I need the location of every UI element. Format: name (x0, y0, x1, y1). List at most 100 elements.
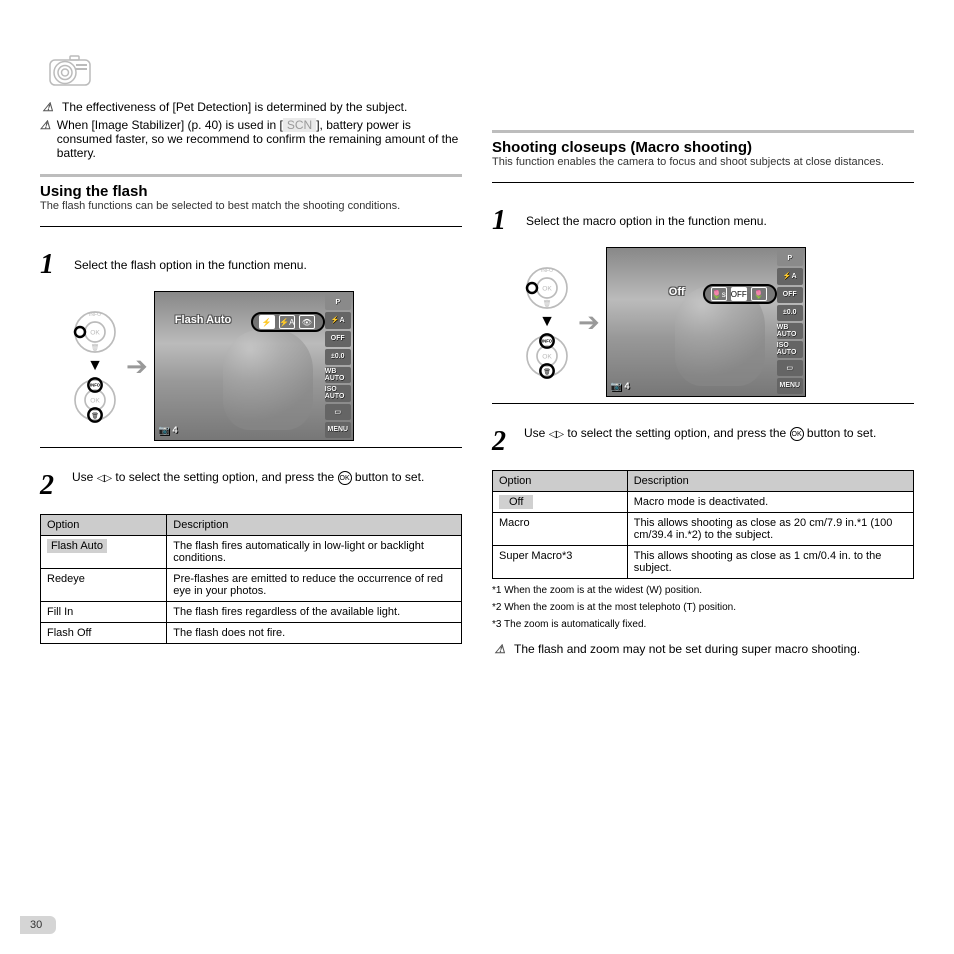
opt-cell: Macro (493, 513, 628, 546)
th-option: Option (41, 515, 167, 536)
right-column: Shooting closeups (Macro shooting) This … (492, 50, 914, 914)
warn-icon: ⚠ (492, 642, 508, 656)
ev-icon: ±0.0 (325, 349, 351, 365)
step-2-row: 2 Use ◁▷ to select the setting option, a… (40, 470, 462, 502)
macro-icon-ind: OFF (325, 331, 351, 347)
section-title-flash: Using the flash (40, 174, 462, 200)
step-1-number: 1 (40, 249, 64, 281)
arrow-down-icon: ▼ (539, 317, 555, 327)
step-1-text: Select the macro option in the function … (526, 214, 914, 228)
macro-options-table: Option Description Off Macro mode is dea… (492, 470, 914, 579)
step-1-number: 1 (492, 205, 516, 237)
desc-cell: The flash fires automatically in low-lig… (167, 536, 462, 569)
table-row: Off Macro mode is deactivated. (493, 492, 914, 513)
svg-text:🗑: 🗑 (91, 412, 98, 420)
illustration-flash: INFO OK 🗑 ▼ OK INFO 🗑 ➔ Flash Auto ⚡ (70, 291, 462, 441)
popup-item-macro: 🌷 (751, 287, 767, 301)
ok-button-icon: OK (790, 427, 804, 441)
arrow-down-icon: ▼ (87, 361, 103, 371)
wb-icon: WB AUTO (325, 367, 351, 383)
table-header-row: Option Description (493, 471, 914, 492)
drive-icon: ▭ (777, 360, 803, 376)
divider (40, 226, 462, 227)
svg-text:🗑: 🗑 (543, 368, 550, 376)
macro-note: ⚠ The flash and zoom may not be set duri… (492, 642, 914, 656)
table-row: Super Macro*3 This allows shooting as cl… (493, 546, 914, 579)
svg-text:INFO: INFO (542, 339, 553, 344)
menu-icon: MENU (325, 422, 351, 438)
desc-cell: This allows shooting as close as 1 cm/0.… (627, 546, 913, 579)
table-row: Flash Off The flash does not fire. (41, 623, 462, 644)
step-2-number: 2 (40, 470, 64, 502)
footnote-3: *3 The zoom is automatically fixed. (492, 619, 914, 630)
warn-1-text: The effectiveness of [Pet Detection] is … (62, 100, 407, 114)
subject-silhouette (223, 330, 313, 430)
svg-text:OK: OK (90, 398, 100, 405)
table-row: Macro This allows shooting as close as 2… (493, 513, 914, 546)
desc-cell: Macro mode is deactivated. (627, 492, 913, 513)
footnote-2: *2 When the zoom is at the most telephot… (492, 602, 914, 613)
desc-cell: This allows shooting as close as 20 cm/7… (627, 513, 913, 546)
opt-cell: Flash Auto (41, 536, 167, 569)
step-1-row: 1 Select the macro option in the functio… (492, 205, 914, 237)
arrow-right-icon: ➔ (126, 351, 148, 382)
camera-display-macro: Off 🌷s OFF 🌷 P ⚡A OFF ±0.0 WB AUTO ISO A… (606, 247, 806, 397)
footnote-1: *1 When the zoom is at the widest (W) po… (492, 585, 914, 596)
svg-text:OK: OK (542, 286, 552, 293)
ok-button-icon: OK (338, 471, 352, 485)
popup-item-flash-auto: ⚡A (279, 315, 295, 329)
desc-cell: Pre-flashes are emitted to reduce the oc… (167, 569, 462, 602)
popup-item-flash: ⚡ (259, 315, 275, 329)
warning-2: ⚠ When [Image Stabilizer] (p. 40) is use… (40, 118, 462, 160)
mode-icon: P (325, 294, 351, 310)
table-row: Redeye Pre-flashes are emitted to reduce… (41, 569, 462, 602)
arrow-right-icon: ➔ (578, 307, 600, 338)
warning-1: ⚠ The effectiveness of [Pet Detection] i… (40, 100, 462, 114)
camera-display-flash: Flash Auto ⚡ ⚡A 👁 P ⚡A OFF ±0.0 WB AUTO … (154, 291, 354, 441)
mode-icon: P (777, 250, 803, 266)
table-row: Flash Auto The flash fires automatically… (41, 536, 462, 569)
popup-box: ⚡ ⚡A 👁 (251, 312, 325, 332)
step-2-text: Use ◁▷ to select the setting option, and… (524, 426, 914, 441)
control-wheel-bottom: OK INFO 🗑 (522, 331, 572, 381)
table-header-row: Option Description (41, 515, 462, 536)
page-number: 30 (20, 916, 56, 934)
wheel-diagram: INFO OK 🗑 ▼ OK INFO 🗑 (70, 307, 120, 425)
left-right-icon: ◁▷ (549, 429, 564, 440)
wheel-diagram: INFO OK 🗑 ▼ OK INFO 🗑 (522, 263, 572, 381)
warn-icon: ⚠ (40, 118, 51, 160)
desc-cell: The flash fires regardless of the availa… (167, 602, 462, 623)
menu-icon: MENU (777, 378, 803, 394)
control-wheel-top: INFO OK 🗑 (522, 263, 572, 313)
illustration-macro: INFO OK 🗑 ▼ OK INFO 🗑 ➔ Off 🌷s OFF (522, 247, 914, 397)
svg-text:🗑: 🗑 (91, 344, 99, 352)
th-description: Description (627, 471, 913, 492)
divider (40, 447, 462, 448)
divider (492, 182, 914, 183)
left-column: ⚠ The effectiveness of [Pet Detection] i… (40, 50, 462, 914)
camera-icon (40, 50, 100, 90)
popup-item-super-macro: 🌷s (711, 287, 727, 301)
opt-cell: Redeye (41, 569, 167, 602)
svg-text:OK: OK (90, 330, 100, 337)
control-wheel-bottom: OK INFO 🗑 (70, 375, 120, 425)
popup-label: Off (669, 286, 685, 298)
popup-item-redeye: 👁 (299, 315, 315, 329)
popup-box: 🌷s OFF 🌷 (703, 284, 777, 304)
svg-text:INFO: INFO (90, 383, 101, 388)
svg-text:INFO: INFO (89, 312, 101, 318)
svg-text:OK: OK (542, 354, 552, 361)
step-1-row: 1 Select the flash option in the functio… (40, 249, 462, 281)
opt-cell: Off (493, 492, 628, 513)
ev-icon: ±0.0 (777, 305, 803, 321)
flash-icon: ⚡A (777, 268, 803, 284)
desc-cell: The flash does not fire. (167, 623, 462, 644)
section-sub-flash: The flash functions can be selected to b… (40, 200, 462, 212)
divider (492, 403, 914, 404)
right-icon-stack: P ⚡A OFF ±0.0 WB AUTO ISO AUTO ▭ MENU (777, 250, 803, 394)
iso-icon: ISO AUTO (777, 341, 803, 357)
opt-cell: Flash Off (41, 623, 167, 644)
step-2-number: 2 (492, 426, 516, 458)
section-sub-macro: This function enables the camera to focu… (492, 156, 914, 168)
iso-icon: ISO AUTO (325, 385, 351, 401)
